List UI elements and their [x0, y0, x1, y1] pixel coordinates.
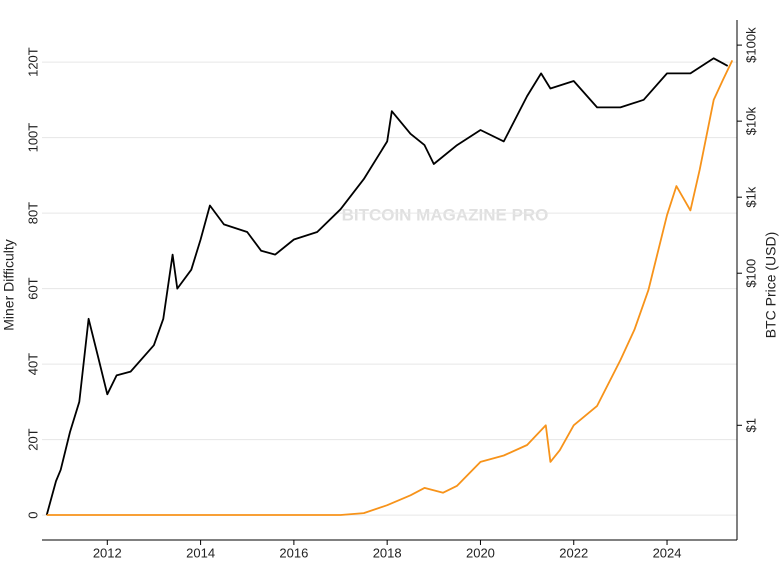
y2-tick-label: $10k [743, 107, 758, 136]
y-tick-label: 20T [25, 428, 40, 450]
series-line [46, 60, 734, 516]
watermark: BITCOIN MAGAZINE PRO [342, 205, 549, 224]
y-tick-label: 0 [25, 511, 40, 518]
x-tick-label: 2018 [373, 545, 402, 560]
y2-tick-label: $100k [743, 27, 758, 63]
x-tick-label: 2016 [279, 545, 308, 560]
x-tick-label: 2020 [466, 545, 495, 560]
y2-axis-label: BTC Price (USD) [763, 232, 779, 339]
y-tick-label: 80T [25, 202, 40, 224]
y2-tick-label: $100 [743, 259, 758, 288]
y-tick-label: 40T [25, 353, 40, 375]
y-tick-label: 120T [25, 47, 40, 77]
x-tick-label: 2014 [186, 545, 215, 560]
y-tick-label: 60T [25, 277, 40, 299]
x-tick-label: 2022 [559, 545, 588, 560]
x-tick-label: 2024 [653, 545, 682, 560]
series-line [45, 57, 729, 516]
y-tick-label: 100T [25, 123, 40, 153]
y-axis-label: Miner Difficulty [1, 239, 17, 331]
y2-tick-label: $1 [743, 418, 758, 432]
x-tick-label: 2012 [93, 545, 122, 560]
y2-tick-label: $1k [743, 186, 758, 207]
